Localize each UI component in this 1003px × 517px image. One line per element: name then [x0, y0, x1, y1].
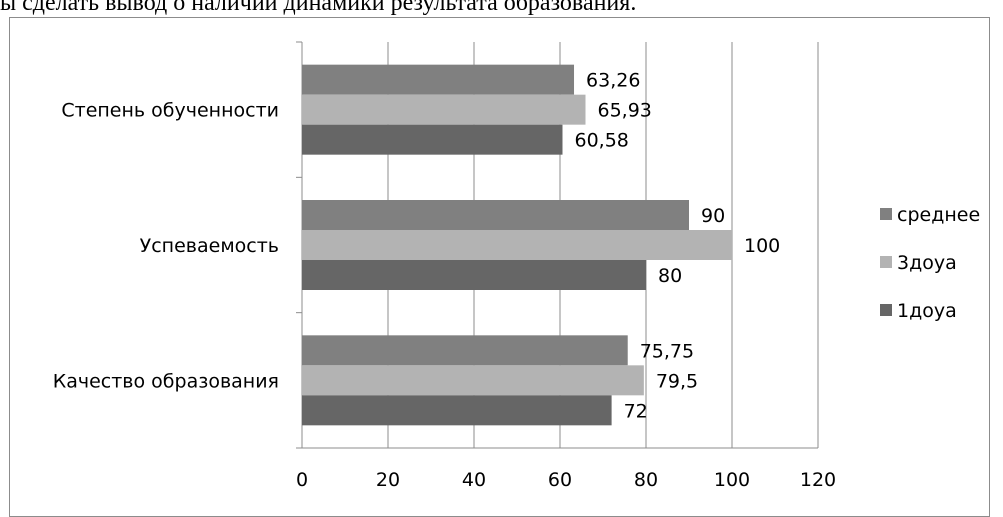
header-text: ы сделать вывод о наличии динамики резул…: [0, 0, 637, 16]
x-tick-label: 120: [800, 469, 836, 491]
data-label: 72: [624, 400, 648, 422]
data-label: 63,26: [586, 70, 640, 92]
x-tick-label: 100: [714, 469, 750, 491]
legend-swatch: [880, 208, 892, 220]
x-tick-label: 20: [376, 469, 400, 491]
data-label: 80: [658, 265, 682, 287]
bar: [302, 230, 732, 260]
data-label: 75,75: [640, 340, 694, 362]
x-tick-label: 60: [548, 469, 572, 491]
legend-swatch: [880, 304, 892, 316]
data-label: 60,58: [574, 130, 628, 152]
category-label: Степень обученности: [61, 100, 279, 122]
bar: [302, 395, 612, 426]
x-tick-label: 80: [634, 469, 658, 491]
bar: [302, 365, 644, 396]
bar: [302, 94, 586, 125]
bar-chart: 0 20 40 60 80 100 120 Степень обученности 63,26 6…: [53, 41, 980, 491]
legend-label: среднее: [897, 204, 980, 226]
category-label: Качество образования: [53, 370, 279, 392]
bar: [302, 260, 646, 290]
data-label: 79,5: [656, 370, 698, 392]
category-label: Успеваемость: [140, 235, 279, 257]
legend-label: 3доуа: [897, 252, 957, 274]
bar: [302, 335, 628, 366]
x-tick-label: 0: [296, 469, 308, 491]
data-label: 65,93: [597, 100, 651, 122]
data-label: 90: [701, 205, 725, 227]
legend-label: 1доуа: [897, 300, 957, 322]
data-label: 100: [744, 235, 780, 257]
bar: [302, 200, 689, 230]
bar: [302, 124, 563, 155]
bar: [302, 64, 575, 95]
x-tick-label: 40: [462, 469, 486, 491]
legend-swatch: [880, 256, 892, 268]
